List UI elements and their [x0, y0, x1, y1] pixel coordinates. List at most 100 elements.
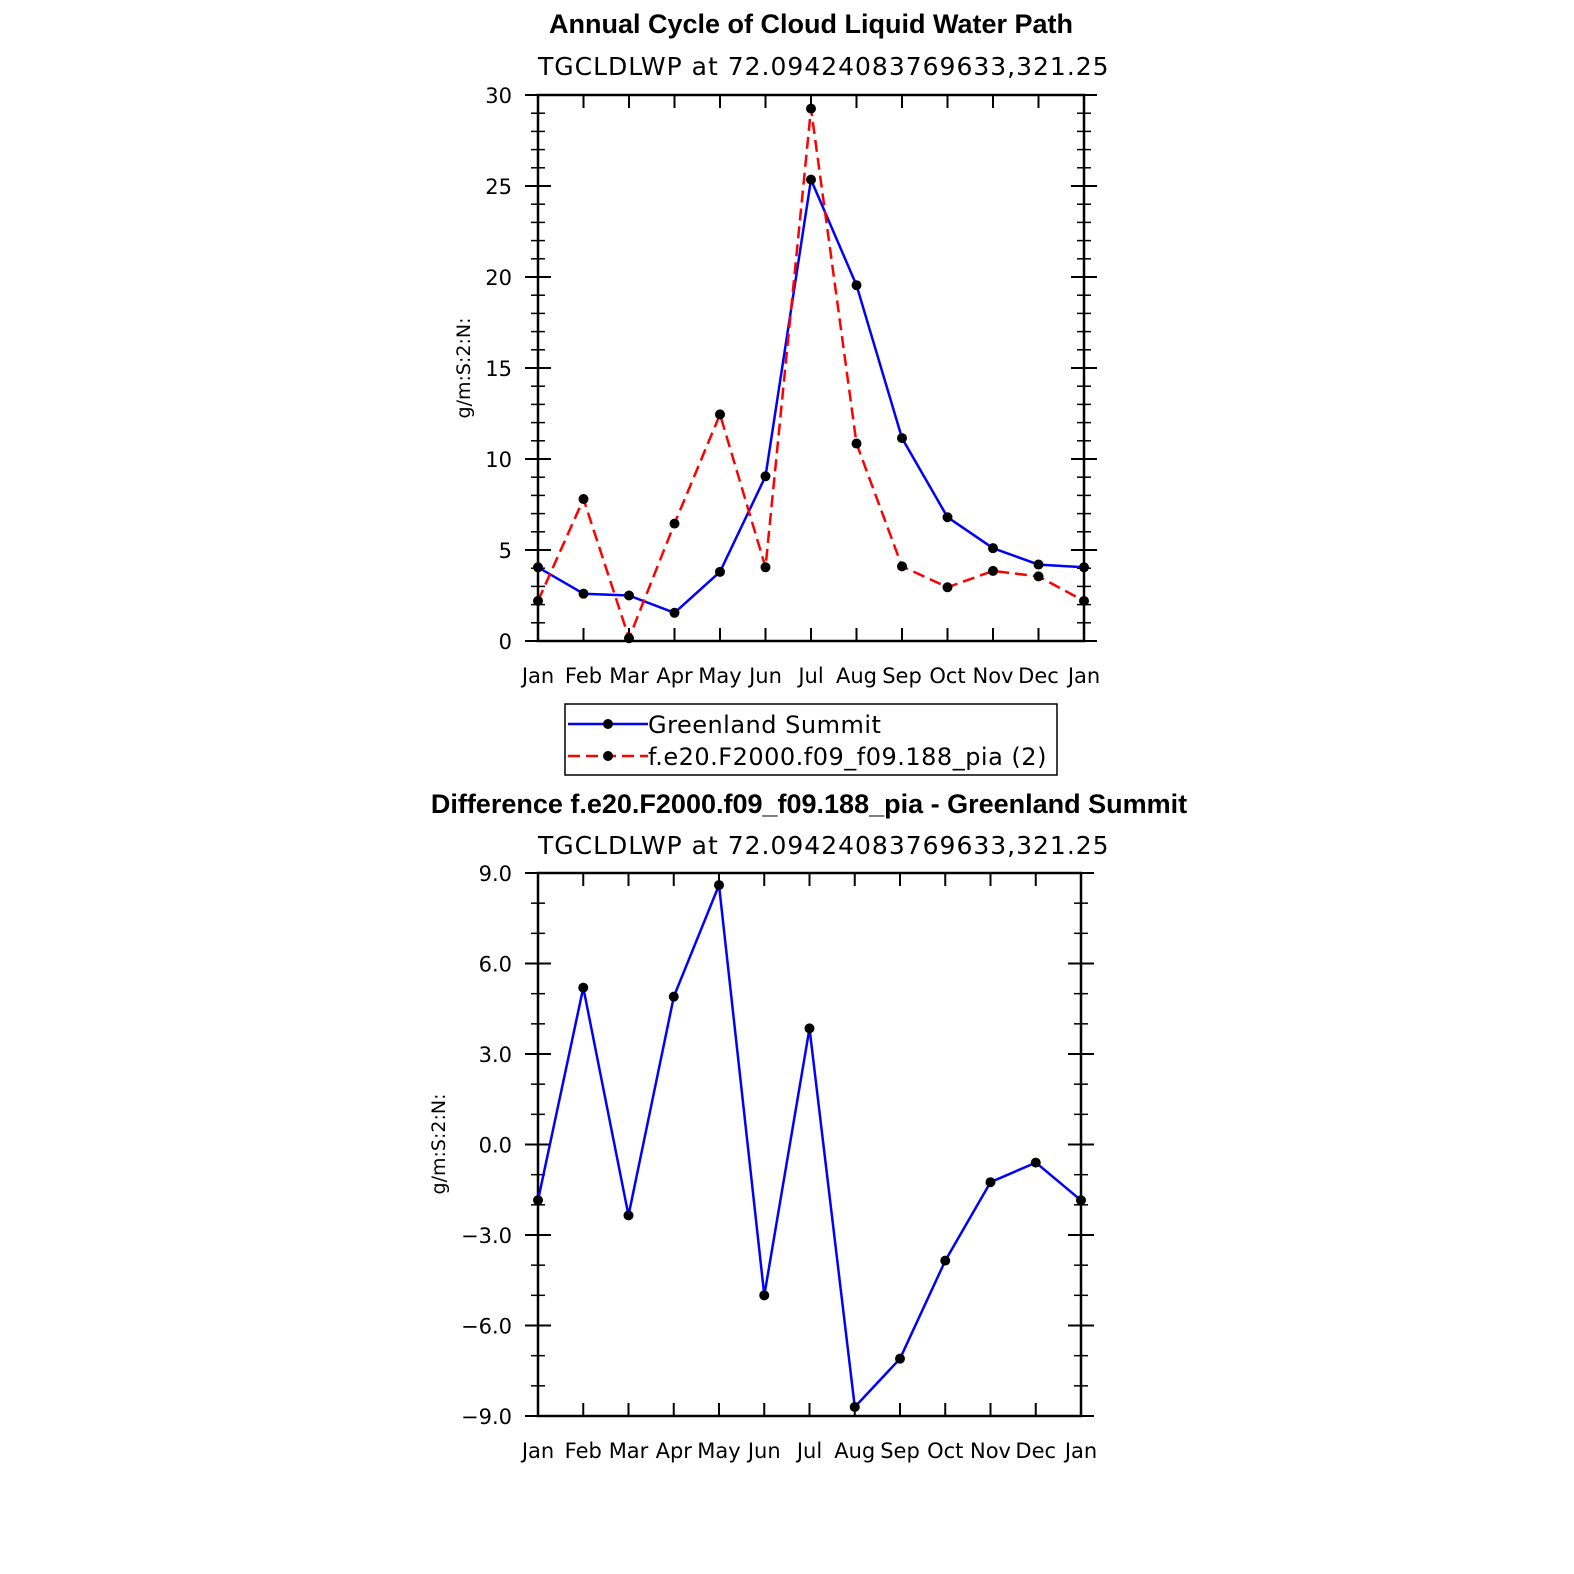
y-axis-label: g/m:S:2:N: — [428, 1094, 450, 1195]
data-point-1 — [806, 103, 816, 114]
data-point-0 — [851, 280, 862, 291]
series-line-0 — [536, 883, 1082, 1409]
data-point-0 — [1076, 1195, 1086, 1206]
y-tick-label: 25 — [485, 175, 512, 199]
x-tick-label: May — [698, 664, 741, 688]
x-tick-label: Mar — [609, 1439, 649, 1463]
data-point-1 — [760, 562, 771, 573]
chart-title: Annual Cycle of Cloud Liquid Water Path — [549, 9, 1073, 39]
y-tick-label: −3.0 — [461, 1224, 512, 1248]
legend-label-model-run: f.e20.F2000.f09_f09.188_pia (2) — [648, 743, 1047, 771]
data-point-0 — [578, 588, 589, 599]
data-point-1 — [942, 582, 953, 593]
data-point-0 — [940, 1255, 951, 1266]
y-tick-label: 15 — [485, 357, 512, 381]
x-tick-label: Nov — [970, 1439, 1011, 1463]
data-point-0 — [1079, 562, 1089, 573]
x-tick-label: Jun — [747, 664, 782, 688]
x-tick-label: Dec — [1015, 1439, 1056, 1463]
x-tick-label: Sep — [882, 664, 922, 688]
plot-area: Jan Feb Mar Apr May Jun Jul Aug Sep Oct Nov Dec Jan−… — [461, 862, 1097, 1463]
data-point-1 — [533, 595, 543, 606]
data-point-0 — [760, 471, 771, 482]
series-line-0 — [537, 178, 1085, 615]
y-tick-label: 20 — [485, 266, 512, 290]
data-point-0 — [895, 1353, 905, 1364]
x-tick-label: Mar — [609, 664, 649, 688]
data-point-0 — [1030, 1157, 1041, 1168]
x-tick-label: Feb — [565, 664, 602, 688]
x-tick-label: Jul — [796, 664, 823, 688]
x-tick-label: Feb — [565, 1439, 602, 1463]
annual-cycle-panel: Annual Cycle of Cloud Liquid Water Path … — [453, 9, 1110, 688]
data-point-0 — [624, 590, 634, 601]
x-tick-label: Sep — [880, 1439, 920, 1463]
data-point-0 — [1033, 559, 1044, 570]
data-point-0 — [623, 1210, 634, 1221]
chart-subtitle: TGCLDLWP at 72.09424083769633,321.25 — [537, 831, 1110, 860]
data-point-0 — [985, 1177, 996, 1188]
data-point-1 — [715, 409, 725, 420]
x-tick-label: Jul — [795, 1439, 822, 1463]
series-line-1 — [536, 107, 1085, 640]
data-point-0 — [804, 1023, 815, 1034]
x-tick-label: Jan — [520, 1439, 554, 1463]
y-tick-label: 6.0 — [479, 953, 512, 977]
y-tick-label: 30 — [485, 84, 512, 108]
data-point-0 — [668, 991, 679, 1002]
data-point-0 — [988, 543, 998, 554]
x-tick-label: Jan — [520, 664, 554, 688]
x-tick-label: Aug — [834, 1439, 875, 1463]
data-point-0 — [897, 433, 907, 444]
legend-box — [564, 703, 1058, 776]
plot-frame — [536, 871, 1083, 1418]
data-point-0 — [715, 566, 725, 577]
data-point-0 — [759, 1290, 770, 1301]
y-tick-label: 10 — [485, 448, 512, 472]
legend-marker-greenland-summit — [603, 719, 613, 729]
chart-title: Difference f.e20.F2000.f09_f09.188_pia -… — [431, 789, 1187, 819]
y-tick-label: 0.0 — [479, 1134, 512, 1158]
data-point-0 — [533, 1195, 543, 1206]
legend: Greenland Summit f.e20.F2000.f09_f09.188… — [564, 703, 1058, 776]
legend-label-greenland-summit: Greenland Summit — [648, 711, 881, 739]
data-point-0 — [533, 562, 543, 573]
x-tick-label: Oct — [929, 664, 965, 688]
difference-panel: Difference f.e20.F2000.f09_f09.188_pia -… — [428, 789, 1187, 1463]
y-tick-label: 5 — [499, 539, 512, 563]
x-tick-label: Apr — [656, 664, 693, 688]
x-tick-label: Jan — [1066, 664, 1100, 688]
y-tick-label: 3.0 — [479, 1043, 512, 1067]
x-tick-label: Apr — [656, 1439, 693, 1463]
data-point-1 — [624, 633, 634, 644]
data-point-1 — [897, 561, 907, 572]
x-tick-label: Jan — [1063, 1439, 1097, 1463]
data-point-0 — [578, 982, 589, 993]
y-tick-label: 9.0 — [479, 862, 512, 886]
data-point-0 — [849, 1401, 860, 1412]
legend-marker-model-run — [603, 751, 613, 761]
y-tick-label: −9.0 — [461, 1405, 512, 1429]
data-point-0 — [942, 512, 953, 523]
data-point-0 — [714, 880, 724, 891]
data-point-1 — [851, 438, 862, 449]
y-axis-label: g/m:S:2:N: — [453, 318, 475, 419]
plot-area: Jan Feb Mar Apr May Jun Jul Aug Sep Oct Nov Dec Jan 0… — [485, 84, 1100, 688]
data-point-1 — [1079, 595, 1089, 606]
data-point-1 — [1033, 571, 1044, 582]
x-tick-label: Oct — [927, 1439, 963, 1463]
data-point-0 — [669, 607, 680, 618]
x-tick-label: Jun — [746, 1439, 781, 1463]
data-point-1 — [578, 494, 589, 505]
y-tick-label: −6.0 — [461, 1315, 512, 1339]
x-tick-label: Dec — [1018, 664, 1059, 688]
data-point-1 — [669, 518, 680, 529]
x-tick-label: Nov — [973, 664, 1014, 688]
x-tick-label: May — [697, 1439, 740, 1463]
chart-subtitle: TGCLDLWP at 72.09424083769633,321.25 — [537, 52, 1110, 81]
y-tick-label: 0 — [499, 630, 512, 654]
x-tick-label: Aug — [836, 664, 877, 688]
data-point-1 — [988, 565, 998, 576]
data-point-0 — [806, 174, 816, 185]
